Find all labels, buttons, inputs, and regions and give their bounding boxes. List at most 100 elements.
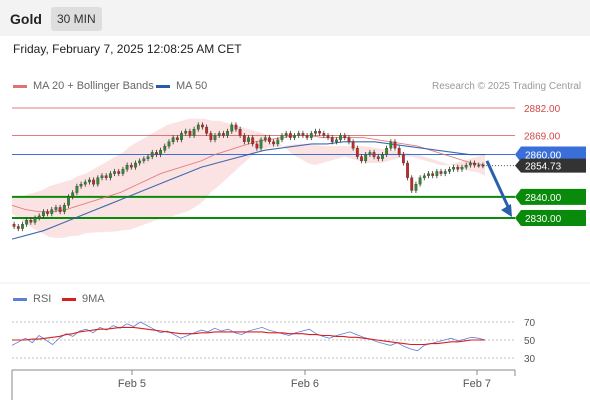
candle-body (16, 226, 20, 229)
rsi-ma-line (12, 326, 485, 346)
candle-body (175, 137, 179, 140)
candle-body (25, 219, 29, 225)
ma50-swatch (156, 84, 170, 88)
candle-body (251, 137, 255, 145)
candle-body (221, 133, 225, 136)
candle-body (201, 124, 204, 128)
candle-body (284, 133, 288, 136)
forecast-arrow-head (501, 204, 512, 217)
candle-body (46, 211, 49, 214)
candle-body (230, 124, 234, 132)
candle-body (108, 173, 112, 178)
candle-body (33, 217, 37, 223)
candle-body (125, 164, 129, 170)
candle-body (167, 141, 171, 147)
candle-body (364, 154, 368, 162)
candle-body (159, 150, 163, 155)
candle-body (247, 137, 250, 142)
candle-body (58, 207, 62, 212)
candle-body (213, 135, 217, 140)
candle-body (180, 133, 183, 140)
candle-body (29, 219, 33, 223)
candle-body (334, 139, 338, 142)
candle-body (50, 209, 54, 214)
candle-body (397, 148, 401, 155)
candle-body (146, 156, 150, 159)
candle-body (79, 184, 83, 187)
candle-body (88, 179, 91, 183)
candle-body (435, 171, 439, 176)
candle-body (439, 171, 443, 174)
candle-body (389, 141, 393, 149)
level-tag-2860.00 (515, 146, 586, 163)
rsi-tick-30: 30 (524, 354, 536, 365)
candle-body (129, 164, 133, 168)
candle-body (393, 141, 397, 149)
level-label-2869.00: 2869.00 (524, 132, 561, 143)
candle-body (339, 135, 342, 140)
candle-body (12, 224, 16, 227)
candle-body (410, 177, 414, 191)
legend-ma20: MA 20 + Bollinger Bands (13, 80, 154, 92)
candle-body (242, 135, 246, 142)
candle-body (37, 215, 41, 219)
current-price-tag (515, 158, 586, 173)
candle-body (113, 171, 116, 174)
candle-body (205, 126, 209, 134)
candle-body (184, 131, 188, 134)
candle-body (368, 152, 372, 155)
level-tag-2840.00 (515, 188, 586, 205)
candle-body (263, 137, 267, 140)
interval-button[interactable]: 30 MIN (51, 7, 102, 31)
candle-body (92, 179, 96, 185)
candle-body (268, 137, 271, 142)
candle-body (431, 173, 435, 176)
candle-body (305, 135, 309, 138)
candle-body (150, 152, 154, 157)
level-tag-2830.00 (515, 210, 586, 226)
candle-body (288, 133, 292, 138)
candle-body (385, 148, 389, 155)
x-tick-label: Feb 7 (463, 378, 491, 390)
candle-body (41, 211, 45, 217)
candle-body (226, 131, 229, 136)
candle-body (322, 133, 326, 136)
candle-body (188, 131, 192, 136)
candle-body (142, 158, 146, 162)
candle-body (351, 141, 355, 149)
candle-body (217, 133, 221, 136)
level-label-2882.00: 2882.00 (524, 104, 561, 115)
x-tick-label: Feb 5 (118, 378, 146, 390)
rsi-tick-50: 50 (524, 336, 536, 347)
legend-ma50: MA 50 (156, 80, 207, 92)
candle-body (280, 135, 284, 140)
legend-rsi: RSI (13, 293, 51, 305)
candle-body (314, 131, 317, 134)
candle-body (54, 207, 58, 210)
bollinger-band-area (12, 118, 485, 238)
candle-body (62, 205, 66, 212)
legend-9ma: 9MA (62, 293, 105, 305)
candle-body (138, 160, 142, 164)
candle-body (121, 169, 125, 174)
candle-body (347, 137, 351, 142)
rsi-swatch (13, 297, 27, 301)
candle-body (67, 196, 70, 206)
legend-rsi-label: RSI (33, 293, 52, 305)
candle-body (448, 169, 451, 172)
current-price-label: 2854.73 (525, 162, 562, 173)
candle-body (427, 173, 430, 176)
legend-ma20-label: MA 20 + Bollinger Bands (33, 80, 154, 92)
ma50-line (11, 141, 485, 240)
candle-body (297, 133, 301, 136)
candle-body (117, 171, 121, 174)
candle-body (104, 175, 108, 178)
rsi-line (11, 321, 486, 352)
candle-body (326, 135, 330, 138)
candle-body (75, 186, 79, 193)
candle-body (477, 164, 481, 167)
header-bar: Gold 30 MIN (0, 0, 590, 36)
candle-body (456, 167, 460, 170)
candle-body (330, 137, 334, 142)
candle-body (406, 162, 409, 178)
